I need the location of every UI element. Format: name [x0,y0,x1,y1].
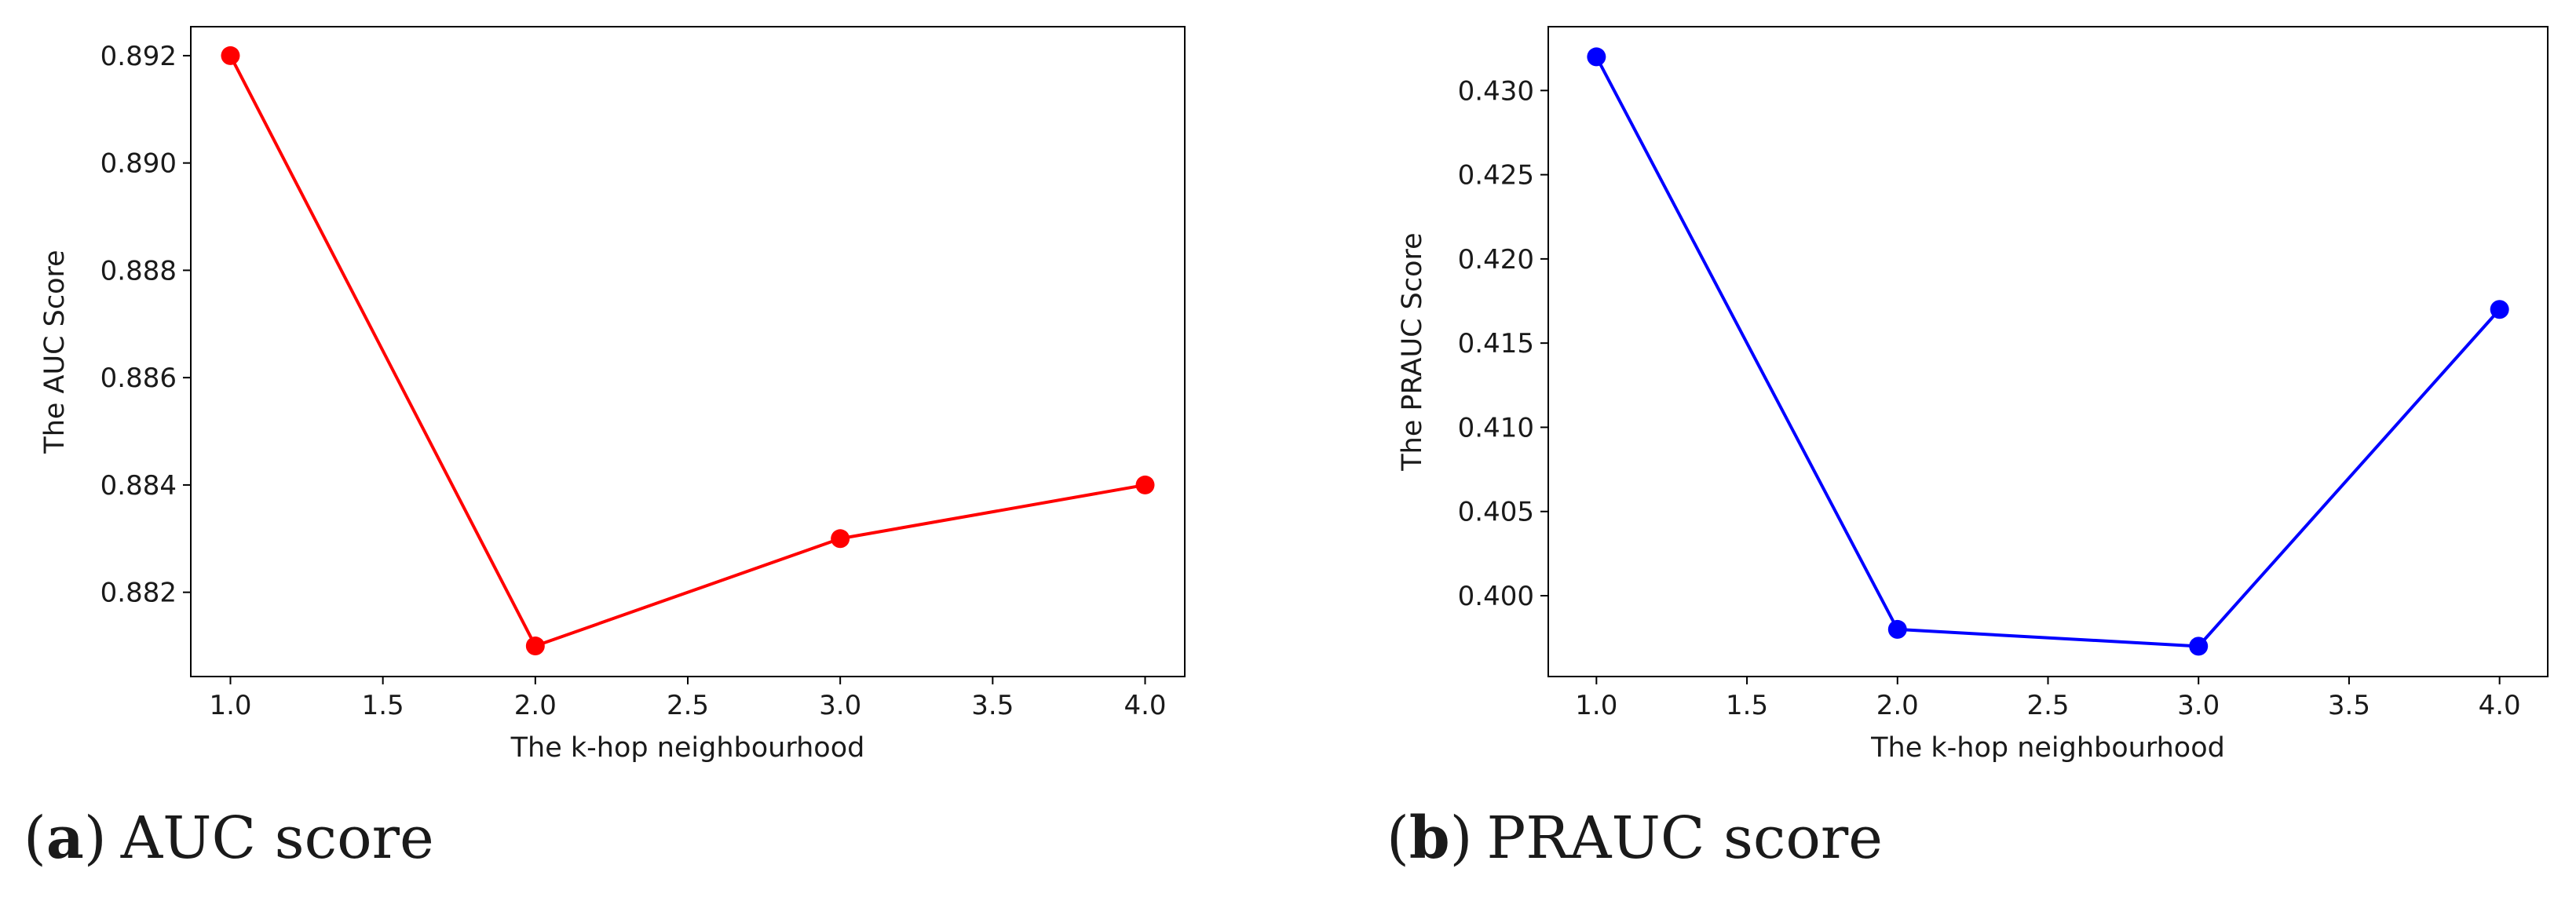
plot-area-frame [1547,26,2549,677]
x-tick-label: 1.0 [209,690,251,721]
x-axis-label: The k-hop neighbourhood [510,732,865,764]
x-tick-label: 3.5 [971,690,1014,721]
plot-area-frame [190,26,1186,677]
y-tick-label: 0.884 [100,470,177,502]
data-point [1887,619,1907,639]
panel-a: 1.0 1.5 2.0 2.5 3.0 3.5 4.0 0.882 0.884 0.886 0.88… [24,26,1186,872]
caption-a-letter: a [46,804,84,872]
caption-a: (a) AUC score [24,804,434,872]
y-axis-label: The PRAUC Score [1397,232,1428,471]
caption-a-close-paren: ) [84,804,107,872]
x-tick-label: 2.5 [667,690,709,721]
data-point [2189,637,2209,656]
data-point [831,529,850,549]
caption-b-text: PRAUC score [1487,804,1884,872]
y-tick-label: 0.886 [100,363,177,394]
series-line [228,55,1145,648]
x-tick-label: 1.5 [362,690,404,721]
y-tick-label: 0.420 [1458,244,1534,275]
x-tick-label: 1.5 [1726,690,1768,721]
x-tick-label: 3.5 [2328,690,2370,721]
y-tick-label: 0.882 [100,578,177,609]
caption-a-open-paren: ( [24,804,46,872]
y-axis-label: The AUC Score [39,250,71,454]
data-point [221,46,240,65]
series-line [1595,56,2501,648]
y-tick-label: 0.430 [1458,75,1534,107]
data-point [2490,300,2509,319]
chart-a: 1.0 1.5 2.0 2.5 3.0 3.5 4.0 0.882 0.884 0.886 0.88… [39,26,1186,764]
panel-b: 1.0 1.5 2.0 2.5 3.0 3.5 4.0 0.400 0.405 0.410 0.41… [1387,26,2549,872]
y-tick-label: 0.410 [1458,412,1534,443]
y-tick-label: 0.400 [1458,581,1534,612]
x-tick-label: 3.0 [2177,690,2220,721]
data-point [1587,47,1606,67]
data-point [525,637,545,656]
y-tick-label: 0.890 [100,148,177,180]
x-tick-label: 4.0 [2479,690,2521,721]
x-tick-label: 1.0 [1575,690,1617,721]
caption-b-close-paren: ) [1450,804,1473,872]
caption-b-letter: b [1409,804,1450,872]
x-tick-label: 2.5 [2026,690,2069,721]
y-tick-label: 0.425 [1458,160,1534,192]
y-tick-label: 0.405 [1458,497,1534,528]
y-tick-label: 0.415 [1458,328,1534,359]
caption-a-text: AUC score [120,804,434,872]
x-axis-label: The k-hop neighbourhood [1870,732,2225,764]
chart-b: 1.0 1.5 2.0 2.5 3.0 3.5 4.0 0.400 0.405 0.410 0.41… [1397,26,2549,764]
x-tick-label: 4.0 [1124,690,1166,721]
caption-b: (b) PRAUC score [1387,804,1883,872]
caption-b-open-paren: ( [1387,804,1409,872]
y-tick-label: 0.892 [100,41,177,72]
data-point [1135,475,1155,494]
x-tick-label: 2.0 [514,690,557,721]
y-tick-label: 0.888 [100,255,177,286]
x-tick-label: 3.0 [819,690,861,721]
x-tick-label: 2.0 [1876,690,1919,721]
